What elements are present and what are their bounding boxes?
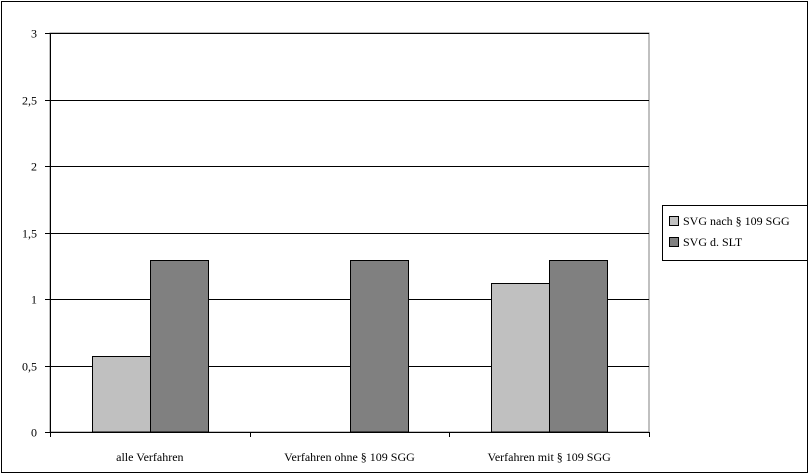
legend-item-series-1: SVG nach § 109 SGG [669, 214, 790, 229]
y-tick-label-1: 0,5 [22, 360, 37, 374]
x-tick-label-0: alle Verfahren [116, 450, 183, 464]
x-tick-label-1: Verfahren ohne § 109 SGG [284, 450, 415, 464]
legend: SVG nach § 109 SGG SVG d. SLT [662, 205, 808, 261]
bar-svg-slt-1 [350, 260, 409, 433]
bar-svg-slt-2 [549, 260, 608, 433]
legend-label-series-1: SVG nach § 109 SGG [683, 214, 790, 228]
bar-svg-nach-109-2 [491, 283, 550, 433]
y-tick-label-0: 0 [31, 426, 37, 440]
y-tick-label-5: 2,5 [22, 94, 37, 108]
legend-item-series-2: SVG d. SLT [669, 235, 742, 250]
x-tick-label-2: Verfahren mit § 109 SGG [488, 450, 612, 464]
y-tick-label-4: 2 [31, 160, 37, 174]
y-tick-label-2: 1 [31, 293, 37, 307]
legend-swatch-light-gray [669, 216, 679, 227]
bar-svg-nach-109-0 [92, 356, 151, 433]
y-tick-label-3: 1,5 [22, 227, 37, 241]
bar-svg-slt-0 [150, 260, 209, 433]
y-tick-label-6: 3 [31, 27, 37, 41]
legend-swatch-dark-gray [669, 237, 679, 248]
legend-label-series-2: SVG d. SLT [683, 235, 743, 249]
